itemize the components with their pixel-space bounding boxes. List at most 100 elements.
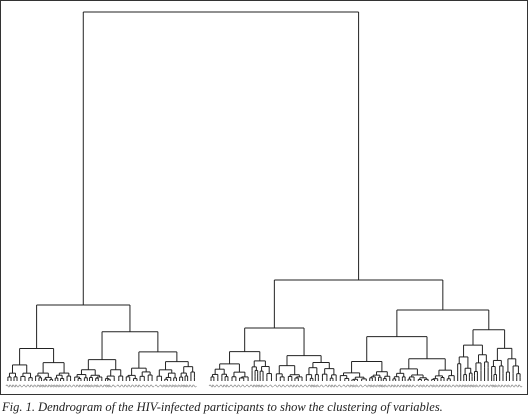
- leaf-label: [504, 384, 509, 388]
- leaf-label: [324, 384, 330, 388]
- leaf-label: [451, 384, 457, 388]
- leaf-label: [103, 384, 108, 388]
- leaf-label: [14, 384, 20, 388]
- leaf-label: [61, 384, 67, 388]
- leaf-label: [469, 384, 475, 388]
- leaf-label: [260, 384, 266, 388]
- leaf-label: [168, 384, 174, 388]
- leaf-label: [78, 384, 84, 388]
- leaf-label: [435, 384, 441, 388]
- leaf-label: [310, 384, 316, 388]
- leaf-label: [215, 384, 221, 388]
- leaf-label: [292, 384, 298, 388]
- leaf-label: [363, 384, 369, 388]
- leaf-label: [82, 384, 87, 388]
- leaf-label: [87, 384, 92, 388]
- leaf-label: [39, 384, 44, 388]
- leaf-label: [249, 384, 255, 388]
- leaf-label: [370, 384, 375, 388]
- leaf-label: [303, 384, 309, 388]
- dendrogram: [0, 0, 528, 395]
- leaf-label: [134, 384, 140, 388]
- leaf-label: [185, 384, 190, 388]
- leaf-label: [415, 384, 421, 388]
- leaf-label: [408, 384, 414, 388]
- leaf-label: [346, 384, 352, 388]
- leaf-label: [174, 384, 179, 388]
- leaf-label: [316, 384, 321, 388]
- leaf-label: [58, 384, 63, 388]
- leaf-label: [367, 384, 373, 388]
- leaf-label: [494, 384, 499, 388]
- leaf-label: [18, 384, 24, 388]
- leaf-label: [438, 384, 444, 388]
- leaf-label: [64, 384, 70, 388]
- figure-caption: Fig. 1. Dendrogram of the HIV-infected p…: [2, 400, 443, 414]
- leaf-label: [208, 384, 214, 388]
- leaf-label: [127, 384, 133, 388]
- leaf-label: [485, 384, 491, 388]
- leaf-label: [432, 384, 437, 388]
- leaf-label: [373, 384, 378, 388]
- leaf-label: [327, 384, 333, 388]
- leaf-label: [44, 384, 50, 388]
- leaf-label: [145, 384, 151, 388]
- leaf-label: [120, 384, 126, 388]
- leaf-label: [225, 384, 231, 388]
- leaf-label: [387, 384, 393, 388]
- leaf-label: [342, 384, 348, 388]
- leaf-label: [41, 384, 47, 388]
- leaf-label: [233, 384, 239, 388]
- leaf-label: [376, 384, 381, 388]
- leaf-label: [90, 384, 95, 388]
- leaf-label: [441, 384, 447, 388]
- leaf-label: [219, 384, 225, 388]
- leaf-label: [241, 384, 247, 388]
- leaf-label: [458, 384, 464, 388]
- leaf-label: [5, 384, 11, 388]
- leaf-label: [489, 384, 494, 388]
- leaf-label: [47, 384, 53, 388]
- leaf-label: [510, 384, 516, 388]
- leaf-label: [281, 384, 287, 388]
- leaf-label: [507, 384, 512, 388]
- leaf-label: [390, 384, 396, 388]
- leaf-label: [162, 384, 168, 388]
- leaf-label: [296, 384, 301, 388]
- leaf-label: [378, 384, 384, 388]
- leaf-label: [383, 384, 389, 388]
- leaf-label: [188, 384, 194, 388]
- leaf-label: [107, 384, 113, 388]
- leaf-label: [444, 384, 450, 388]
- leaf-label: [182, 384, 188, 388]
- leaf-label: [337, 384, 343, 388]
- leaf-label: [478, 384, 484, 388]
- leaf-label: [274, 384, 279, 388]
- leaf-label: [393, 384, 398, 388]
- leaf-label: [400, 384, 405, 388]
- leaf-label: [26, 384, 32, 388]
- leaf-label: [111, 384, 117, 388]
- leaf-label: [517, 384, 523, 388]
- leaf-label: [307, 384, 313, 388]
- leaf-label: [257, 384, 263, 388]
- leaf-label: [455, 384, 460, 388]
- leaf-label: [229, 384, 235, 388]
- leaf-label: [320, 384, 325, 388]
- leaf-label: [289, 384, 295, 388]
- leaf-label: [222, 384, 228, 388]
- leaf-label: [11, 384, 17, 388]
- leaf-label: [464, 384, 469, 388]
- leaf-label: [105, 384, 111, 388]
- leaf-label: [472, 384, 477, 388]
- leaf-label: [448, 384, 453, 388]
- leaf-label: [299, 384, 305, 388]
- leaf-label: [131, 384, 136, 388]
- leaf-label: [68, 384, 73, 388]
- leaf-label: [154, 384, 160, 388]
- leaf-label: [33, 384, 38, 388]
- leaf-label: [313, 384, 318, 388]
- leaf-label: [137, 384, 143, 388]
- leaf-label: [482, 384, 487, 388]
